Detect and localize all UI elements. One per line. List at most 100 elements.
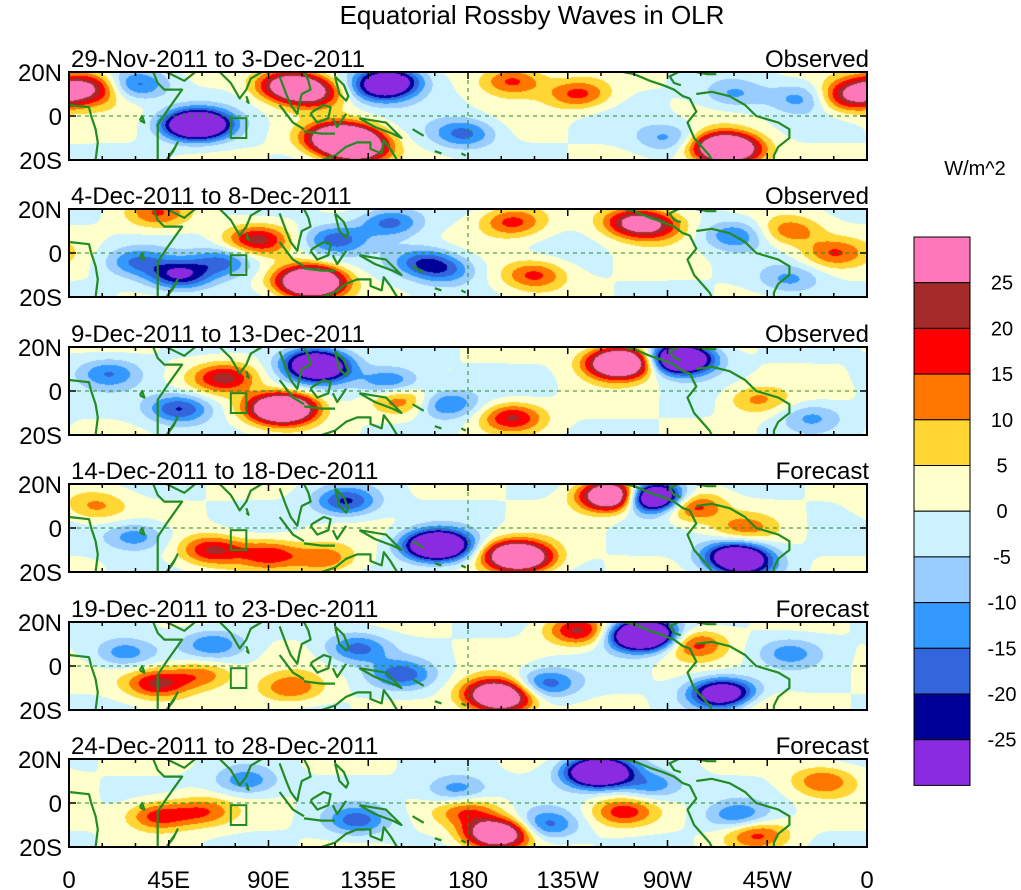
coastline <box>434 150 442 155</box>
coastline <box>165 141 179 161</box>
lat-label: 0 <box>49 104 62 131</box>
coastline <box>412 540 425 549</box>
region-box <box>229 392 248 415</box>
lon-label: 0 <box>62 867 75 890</box>
tick-marks <box>68 621 868 711</box>
tick-marks <box>68 483 868 573</box>
coastline <box>696 365 791 435</box>
colorbar-swatch <box>913 510 971 558</box>
coastline <box>68 103 99 161</box>
lat-label: 20N <box>18 747 62 774</box>
coastline <box>434 562 442 567</box>
panel-type-label: Observed <box>765 183 869 210</box>
coastline <box>668 71 682 87</box>
colorbar-swatch <box>913 739 971 786</box>
coastline <box>278 483 312 527</box>
lat-label: 0 <box>49 241 62 268</box>
coastline <box>321 414 399 437</box>
coastline <box>218 483 263 512</box>
colorbar-label: 0 <box>996 501 1007 523</box>
coastlines <box>68 345 791 437</box>
coastline <box>245 95 250 104</box>
coastline <box>333 762 350 789</box>
coastline <box>218 346 263 375</box>
coastline <box>686 784 713 848</box>
coastline <box>166 208 196 219</box>
coastline <box>358 667 403 690</box>
coastline <box>303 817 335 822</box>
lon-label: 135W <box>536 867 599 890</box>
lon-labels: 0 45E 90E 135E 180 135W 90W 45W 0 <box>62 867 873 890</box>
coastline <box>333 212 350 239</box>
lat-label: 0 <box>49 516 62 543</box>
lat-label: 20S <box>19 423 62 450</box>
coastline <box>166 621 196 632</box>
coastline <box>434 700 442 705</box>
lat-label: 20S <box>19 698 62 725</box>
coastline <box>278 379 305 406</box>
coastline <box>278 758 312 802</box>
colorbar-label: -10 <box>988 593 1017 615</box>
coastline <box>165 553 179 573</box>
coastline <box>412 265 425 274</box>
colorbar-label: -15 <box>988 638 1017 660</box>
coastline <box>303 680 335 685</box>
coastline <box>309 240 332 261</box>
panel-date-range: 19-Dec-2011 to 23-Dec-2011 <box>71 596 378 623</box>
coastline <box>278 104 305 131</box>
panel-type-label: Forecast <box>776 458 870 485</box>
panel-date-range: 9-Dec-2011 to 13-Dec-2011 <box>71 321 365 348</box>
coastline <box>460 289 467 294</box>
coastline <box>309 515 332 536</box>
coastline <box>331 800 348 816</box>
coastline <box>358 254 403 277</box>
lon-label: 90W <box>643 867 693 890</box>
lat-label: 20S <box>19 148 62 175</box>
colorbar-label: 20 <box>991 318 1013 340</box>
coastline <box>138 251 146 261</box>
panel-type-label: Forecast <box>776 596 870 623</box>
lon-label: 135E <box>340 867 396 890</box>
coastline <box>321 551 399 574</box>
colorbar-label: 10 <box>991 410 1013 432</box>
coastline <box>68 378 99 436</box>
figure-title: Equatorial Rossby Waves in OLR <box>340 0 725 30</box>
coastline <box>331 388 348 404</box>
coastline <box>668 208 682 224</box>
coastline <box>303 542 335 547</box>
coastline <box>218 71 263 100</box>
colorbar: 25 20 15 10 5 0 -5 -10 -15 -20 -25 <box>913 236 1017 786</box>
lat-label: 20N <box>18 335 62 362</box>
coastline <box>303 405 335 410</box>
coastline <box>686 372 713 436</box>
coastline <box>358 392 403 415</box>
coastline <box>686 97 713 161</box>
coastline <box>245 645 250 654</box>
colorbar-units: W/m^2 <box>944 158 1006 180</box>
coastline <box>331 113 348 129</box>
coastline <box>309 378 332 399</box>
coastline <box>165 416 179 436</box>
colorbar-swatch <box>913 419 971 466</box>
coastline <box>166 483 196 494</box>
panel-date-range: 29-Nov-2011 to 3-Dec-2011 <box>71 46 365 73</box>
colorbar-swatch <box>913 465 971 512</box>
coastline <box>696 502 791 572</box>
coastline <box>165 691 179 711</box>
lat-label: 20N <box>18 472 62 499</box>
coastline <box>358 529 403 552</box>
lat-label: 0 <box>49 654 62 681</box>
coastline <box>434 425 442 430</box>
colorbar-swatch <box>913 327 971 375</box>
coastlines <box>68 620 791 712</box>
coastline <box>165 278 179 298</box>
region-box <box>229 117 248 139</box>
colorbar-swatch <box>913 693 971 741</box>
colorbar-label: -5 <box>993 547 1011 569</box>
coastline <box>696 227 791 297</box>
coastline <box>152 758 184 847</box>
coastline <box>152 71 184 160</box>
colorbar-swatch <box>913 647 971 695</box>
coastline <box>331 663 348 679</box>
